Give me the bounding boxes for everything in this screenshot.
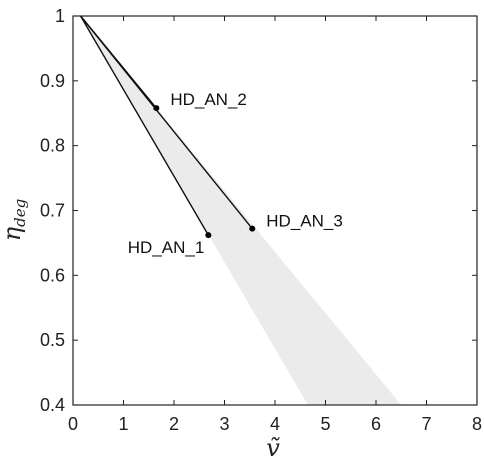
y-axis-label: ηdeg — [0, 199, 29, 241]
x-tick-label: 2 — [169, 414, 179, 434]
x-tick-label: 1 — [118, 414, 128, 434]
x-tick-label: 6 — [371, 414, 381, 434]
x-tick-label: 0 — [68, 414, 78, 434]
data-point-hd-an-1 — [205, 232, 212, 239]
data-label-hd-an-2: HD_AN_2 — [170, 90, 247, 109]
x-tick-label: 8 — [472, 414, 482, 434]
data-point-hd-an-2 — [153, 105, 160, 112]
svg-text:ηdeg: ηdeg — [0, 199, 29, 241]
data-point-hd-an-3 — [249, 225, 256, 232]
y-axis-label-subscript: deg — [11, 199, 29, 227]
x-tick-label: 5 — [320, 414, 330, 434]
y-axis-label-symbol: η — [0, 226, 26, 241]
x-axis-label: ṽ — [266, 434, 280, 462]
y-tick-label: 0.9 — [40, 71, 65, 91]
tick-layer: 0 1 2 3 4 5 6 7 8 0.4 0.5 0.6 0.7 0.8 0.9 1 — [40, 6, 482, 434]
shaded-region-layer — [80, 16, 402, 405]
y-tick-label: 0.4 — [40, 395, 65, 415]
series-layer: HD_AN_1 HD_AN_2 HD_AN_3 — [79, 15, 343, 257]
x-tick-label: 3 — [219, 414, 229, 434]
y-tick-label: 0.7 — [40, 201, 65, 221]
series-line-hd-an-3 — [80, 15, 253, 230]
data-label-hd-an-3: HD_AN_3 — [266, 212, 343, 231]
x-tick-label: 7 — [421, 414, 431, 434]
shaded-region — [80, 16, 402, 405]
data-label-hd-an-1: HD_AN_1 — [128, 238, 205, 257]
x-tick-label: 4 — [270, 414, 280, 434]
y-tick-label: 0.6 — [40, 265, 65, 285]
y-tick-label: 0.8 — [40, 136, 65, 156]
series-line-hd-an-1 — [79, 15, 209, 236]
y-tick-label: 0.5 — [40, 330, 65, 350]
y-tick-label: 1 — [55, 6, 65, 26]
